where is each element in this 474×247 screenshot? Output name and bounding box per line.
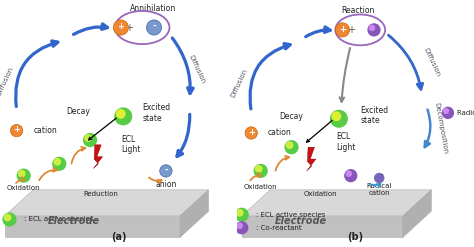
Text: -: -: [152, 22, 156, 31]
Text: Oxidation: Oxidation: [303, 191, 337, 197]
Polygon shape: [242, 216, 403, 237]
Text: Diffusion: Diffusion: [0, 65, 14, 96]
Circle shape: [245, 127, 257, 139]
Text: Decay: Decay: [280, 112, 303, 121]
Circle shape: [10, 124, 23, 137]
Text: +: +: [118, 22, 124, 31]
Text: Diffusion: Diffusion: [187, 54, 206, 84]
Text: Reduction: Reduction: [83, 191, 118, 197]
Circle shape: [443, 108, 449, 114]
Text: Decay: Decay: [66, 107, 90, 116]
Circle shape: [442, 107, 454, 119]
Text: cation: cation: [33, 126, 57, 135]
Text: +: +: [13, 125, 20, 134]
Circle shape: [17, 168, 31, 183]
Text: ·: ·: [381, 172, 383, 178]
Circle shape: [286, 141, 293, 149]
Text: -: -: [164, 166, 168, 175]
Circle shape: [254, 164, 268, 178]
Text: : ECL active species: : ECL active species: [256, 212, 325, 218]
Circle shape: [367, 23, 381, 37]
Polygon shape: [5, 216, 180, 237]
Circle shape: [237, 223, 243, 229]
Circle shape: [346, 170, 352, 177]
Circle shape: [146, 20, 162, 35]
Text: Diffusion: Diffusion: [422, 46, 441, 77]
Circle shape: [113, 20, 128, 35]
Polygon shape: [307, 147, 316, 171]
Polygon shape: [403, 190, 431, 237]
Text: +: +: [125, 22, 133, 33]
Polygon shape: [5, 190, 209, 216]
Text: Oxidation: Oxidation: [244, 184, 278, 190]
Circle shape: [2, 212, 17, 226]
Circle shape: [18, 170, 26, 178]
Circle shape: [369, 24, 375, 31]
Text: ECL
Light: ECL Light: [121, 135, 140, 154]
Text: Reaction: Reaction: [341, 6, 374, 15]
Text: : Co-reactant: : Co-reactant: [256, 225, 301, 231]
Text: Oxidation: Oxidation: [7, 185, 41, 191]
Circle shape: [160, 165, 172, 177]
Circle shape: [374, 173, 384, 183]
Text: Excited
state: Excited state: [142, 103, 170, 123]
Polygon shape: [93, 145, 102, 168]
Text: Diffusion: Diffusion: [230, 68, 249, 99]
Text: Radical
cation: Radical cation: [366, 183, 392, 196]
Circle shape: [330, 110, 348, 128]
Text: +: +: [248, 128, 255, 137]
Polygon shape: [180, 190, 209, 237]
Text: ECL
Light: ECL Light: [337, 132, 356, 152]
Polygon shape: [242, 190, 431, 216]
Circle shape: [235, 221, 248, 234]
Circle shape: [54, 158, 61, 166]
Circle shape: [331, 111, 341, 121]
Text: +: +: [339, 25, 346, 34]
Circle shape: [235, 208, 249, 222]
Circle shape: [4, 214, 11, 221]
Text: Decomposition: Decomposition: [433, 102, 448, 154]
Circle shape: [52, 157, 66, 171]
Circle shape: [344, 169, 357, 182]
Text: : ECL active species: : ECL active species: [24, 216, 93, 223]
Text: (b): (b): [347, 232, 364, 242]
Circle shape: [84, 134, 92, 142]
Circle shape: [83, 133, 97, 147]
Text: Electrode: Electrode: [275, 216, 327, 226]
Text: Excited
state: Excited state: [360, 105, 388, 125]
Text: anion: anion: [155, 181, 177, 189]
Circle shape: [236, 209, 244, 217]
Text: +: +: [347, 25, 355, 35]
Circle shape: [284, 140, 299, 154]
Circle shape: [255, 165, 263, 173]
Circle shape: [114, 107, 132, 125]
Text: (a): (a): [111, 232, 126, 242]
Text: Electrode: Electrode: [47, 216, 100, 226]
Text: Annihilation: Annihilation: [130, 4, 177, 13]
Circle shape: [116, 109, 126, 119]
Text: cation: cation: [268, 128, 292, 138]
Circle shape: [336, 23, 350, 37]
Text: Radical species: Radical species: [457, 110, 474, 116]
